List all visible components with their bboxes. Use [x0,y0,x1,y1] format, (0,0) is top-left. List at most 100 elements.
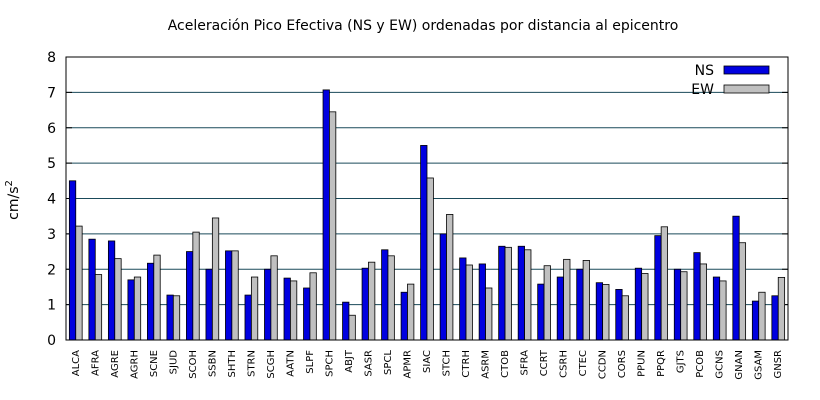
x-tick-label: SCNE [149,350,160,377]
bar-ew-gnan [738,242,747,341]
y-tick-label: 3 [47,227,56,243]
bar-ew-ctec [582,260,590,341]
x-tick-label: SPCL [383,350,394,375]
bar-ns-ppun [634,267,643,341]
bar-ew-agrh [133,276,142,341]
bar-ew-stch [446,214,454,341]
y-tick-label: 8 [47,50,56,66]
y-tick-label: 4 [47,192,56,208]
legend: NS EW [691,63,770,98]
bar-ns-ccdn [595,282,604,341]
y-tick-label: 1 [47,298,56,314]
bar-ew-alca [75,225,83,341]
x-tick-label: CTRH [461,350,472,378]
bar-ns-sasr [361,267,369,341]
bar-ew-spch [329,111,337,341]
bar-ns-gjts [673,268,682,341]
x-tick-label: CCDN [598,350,609,379]
x-tick-label: AATN [285,350,296,377]
bar-ns-agre [107,240,116,341]
bar-ew-ssbn [211,217,220,341]
y-tick-label: 0 [47,333,56,349]
x-tick-label: PCOB [695,350,706,378]
bar-ns-stch [439,233,447,341]
legend-swatch-ns [723,65,770,75]
bar-ns-spcl [381,249,389,341]
bar-ns-aatn [283,277,291,341]
bar-ew-abjt [348,314,356,341]
bar-ns-sjud [166,294,174,341]
x-tick-label: SLPF [305,350,316,374]
x-tick-label: SHTH [227,350,238,378]
bar-ns-scgh [264,268,272,341]
x-tick-label: SASR [363,350,374,377]
bar-ew-spcl [387,255,395,341]
x-tick-label: APMR [402,350,413,378]
tick-labels: 0 1 2 3 4 5 6 7 8 ALCA AFRA AGRE AGRH SCNE SJUD SCOH SSB… [47,50,784,380]
x-tick-label: PPQR [656,350,667,377]
bar-ns-alca [68,180,77,341]
y-tick-label: 5 [47,156,56,172]
bar-ew-ctrh [465,264,473,341]
chart-title: Aceleración Pico Efectiva (NS y EW) orde… [168,18,679,34]
x-tick-label: GCNS [715,350,726,379]
bar-ew-afra [94,274,103,341]
x-tick-label: STRN [246,350,257,377]
bar-ew-siac [426,177,434,341]
bar-ns-apmr [400,291,408,341]
bar-ew-sjud [172,295,181,341]
y-axis-label: cm/s2 [4,180,22,220]
bar-ns-pcob [693,252,701,341]
bar-ns-spch [322,89,330,341]
y-axis-label-exponent: 2 [4,180,15,186]
x-tick-label: AGRE [110,350,121,378]
x-tick-label: CSRH [559,350,570,378]
x-tick-label: CTEC [578,350,589,376]
x-tick-label: SCGH [266,350,277,379]
x-tick-label: SPCH [324,350,335,377]
bar-ew-ppun [641,273,649,341]
bar-ns-gnan [732,215,740,341]
bar-ew-ccrt [543,265,551,341]
bar-ew-ctob [504,246,512,341]
bar-ew-sfra [524,249,532,341]
x-tick-label: CORS [617,350,628,378]
bar-ns-scoh [186,251,194,341]
x-tick-label: GJTS [676,350,687,373]
x-tick-label: PPUN [637,350,648,377]
x-tick-label: GNSR [773,350,784,379]
bar-ew-cors [621,295,629,341]
bar-ew-csrh [563,258,571,341]
x-tick-label: CCRT [539,349,550,376]
bar-ns-ctrh [459,257,467,341]
plot-border [65,56,789,341]
bar-ew-scoh [192,231,200,341]
bar-ns-abjt [342,301,350,341]
bar-ns-siac [420,145,428,341]
bar-ew-ccdn [602,284,610,341]
bar-ew-agre [114,258,122,341]
x-tick-label: SFRA [520,350,531,376]
bar-ew-gsam [758,291,766,341]
bar-ns-afra [88,238,96,341]
x-tick-label: AGRH [129,350,140,379]
bar-ns-ctob [498,245,506,341]
bar-ns-agrh [127,279,135,341]
x-tick-label: SCOH [188,350,199,379]
bar-ns-ctec [576,268,584,341]
bar-ew-scgh [270,255,278,341]
bar-ns-sfra [517,245,525,341]
bar-ew-apmr [407,283,415,341]
bar-ew-shth [231,250,239,341]
bar-ew-scne [153,254,161,341]
bar-ew-slpf [309,272,317,341]
x-tick-label: GNAN [734,350,745,380]
bar-ns-asrm [478,263,486,341]
y-axis-label-unit: cm/s [6,187,22,220]
x-tick-label: ALCA [71,350,82,376]
legend-swatch-ew [723,84,770,94]
x-tick-label: SIAC [422,350,433,373]
bar-ew-asrm [485,287,493,341]
bar-ns-shth [225,250,233,341]
y-tick-label: 2 [47,262,56,278]
